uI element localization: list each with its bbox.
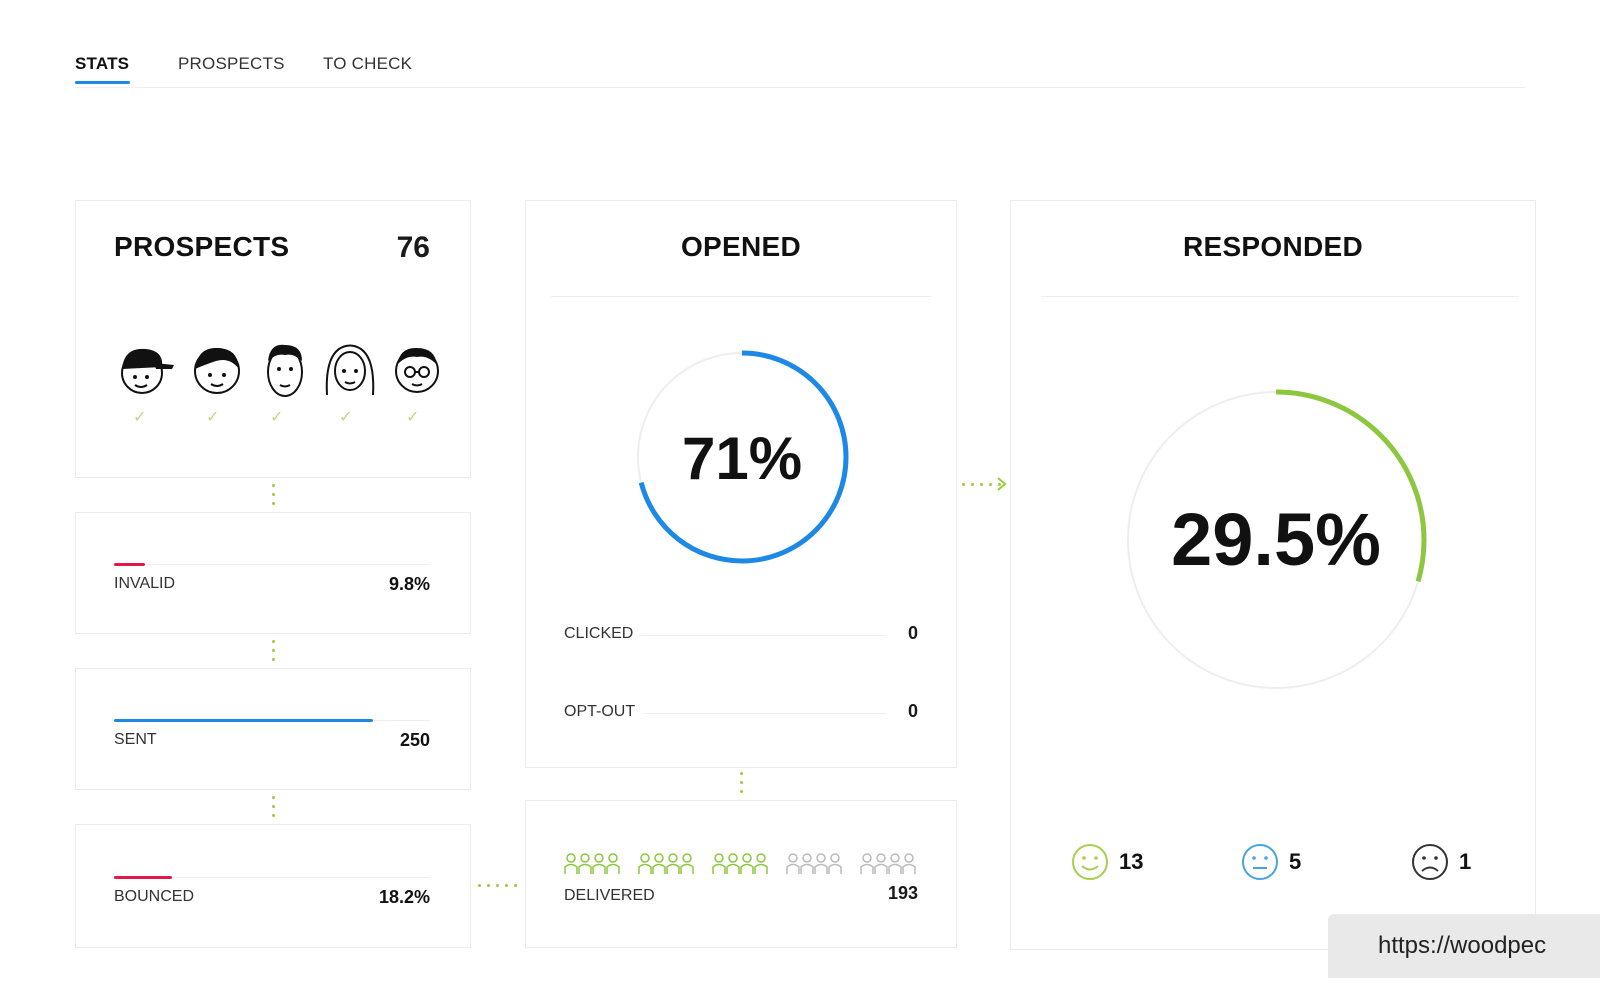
bounced-label: BOUNCED [114, 888, 195, 905]
connector-dots [272, 796, 276, 823]
negative-sentiment: 1 [1411, 843, 1471, 881]
prospects-count: 76 [396, 231, 430, 264]
people-group-icon [786, 853, 842, 874]
opt-out-value: 0 [907, 701, 918, 721]
delivered-people [564, 851, 924, 879]
opened-card: OPENED 71% CLICKED 0 OPT-OUT 0 [525, 200, 957, 768]
delivered-card: DELIVERED 193 [525, 800, 957, 948]
invalid-value: 9.8% [388, 574, 430, 594]
girl-face-icon [194, 347, 240, 394]
opened-ring: 71% [635, 350, 849, 564]
sent-value: 250 [399, 730, 430, 750]
divider [564, 713, 886, 714]
prospects-card: PROSPECTS 76 [75, 200, 471, 478]
url-tooltip: https://woodpec [1328, 914, 1600, 978]
bounced-bar [114, 876, 430, 879]
positive-sentiment: 13 [1071, 843, 1143, 881]
positive-count: 13 [1119, 849, 1144, 874]
neutral-face-icon [1242, 844, 1278, 880]
tab-stats[interactable]: STATS [75, 54, 130, 73]
active-tab-indicator [75, 81, 130, 84]
happy-face-icon [1072, 844, 1108, 880]
prospect-avatars: ✓ ✓ ✓ ✓ ✓ [114, 339, 444, 429]
sent-label: SENT [114, 731, 157, 748]
bounced-card: BOUNCED 18.2% [75, 824, 471, 948]
responded-ring-arc [1125, 389, 1427, 691]
sad-face-icon [1412, 844, 1448, 880]
people-group-icon [564, 853, 620, 874]
people-group-icon [638, 853, 694, 874]
url-text: https://woodpec [1378, 932, 1547, 959]
tab-bar: STATS PROSPECTS TO CHECK [75, 50, 1525, 88]
tab-prospects[interactable]: PROSPECTS [178, 54, 285, 73]
tab-to-check[interactable]: TO CHECK [323, 54, 413, 73]
responded-ring: 29.5% [1125, 389, 1427, 691]
sentiment-summary: 13 5 1 [1071, 843, 1511, 883]
neutral-sentiment: 5 [1241, 843, 1301, 881]
neutral-count: 5 [1289, 849, 1302, 874]
check-icon: ✓ [270, 409, 284, 426]
divider [1041, 296, 1519, 297]
delivered-label: DELIVERED [564, 887, 655, 904]
sent-bar [114, 719, 430, 722]
invalid-bar-fill [114, 563, 145, 566]
connector-dots [740, 772, 744, 799]
responded-percent: 29.5% [1171, 498, 1381, 581]
check-icon: ✓ [133, 409, 147, 426]
responded-title: RESPONDED [1182, 231, 1364, 262]
invalid-label: INVALID [114, 575, 176, 592]
man-face-icon [267, 344, 303, 397]
connector-dots [962, 483, 1007, 487]
opt-out-label: OPT-OUT [564, 703, 644, 721]
divider [564, 635, 886, 636]
responded-card: RESPONDED 29.5% 13 5 [1010, 200, 1536, 950]
people-group-icon [860, 853, 916, 874]
divider [551, 296, 931, 297]
cap-face-icon [121, 348, 174, 394]
invalid-card: INVALID 9.8% [75, 512, 471, 634]
connector-dots [272, 640, 276, 667]
connector-dots [272, 484, 276, 511]
people-group-icon [712, 853, 768, 874]
bounced-bar-fill [114, 876, 172, 879]
woman-face-icon [325, 344, 375, 396]
opened-percent: 71% [682, 425, 802, 492]
check-icon: ✓ [206, 409, 220, 426]
opened-title: OPENED [680, 231, 802, 262]
arrow-right-icon [997, 477, 1007, 491]
glasses-face-icon [395, 347, 439, 393]
opened-ring-arc [635, 350, 849, 564]
connector-dots [478, 884, 523, 888]
clicked-value: 0 [907, 623, 918, 643]
prospects-title: PROSPECTS [114, 231, 290, 262]
negative-count: 1 [1459, 849, 1472, 874]
delivered-value: 193 [887, 883, 918, 903]
sent-card: SENT 250 [75, 668, 471, 790]
bounced-value: 18.2% [378, 887, 430, 907]
invalid-bar [114, 563, 430, 566]
clicked-label: CLICKED [564, 625, 642, 643]
check-icon: ✓ [406, 409, 420, 426]
sent-bar-fill [114, 719, 374, 722]
check-icon: ✓ [339, 409, 353, 426]
